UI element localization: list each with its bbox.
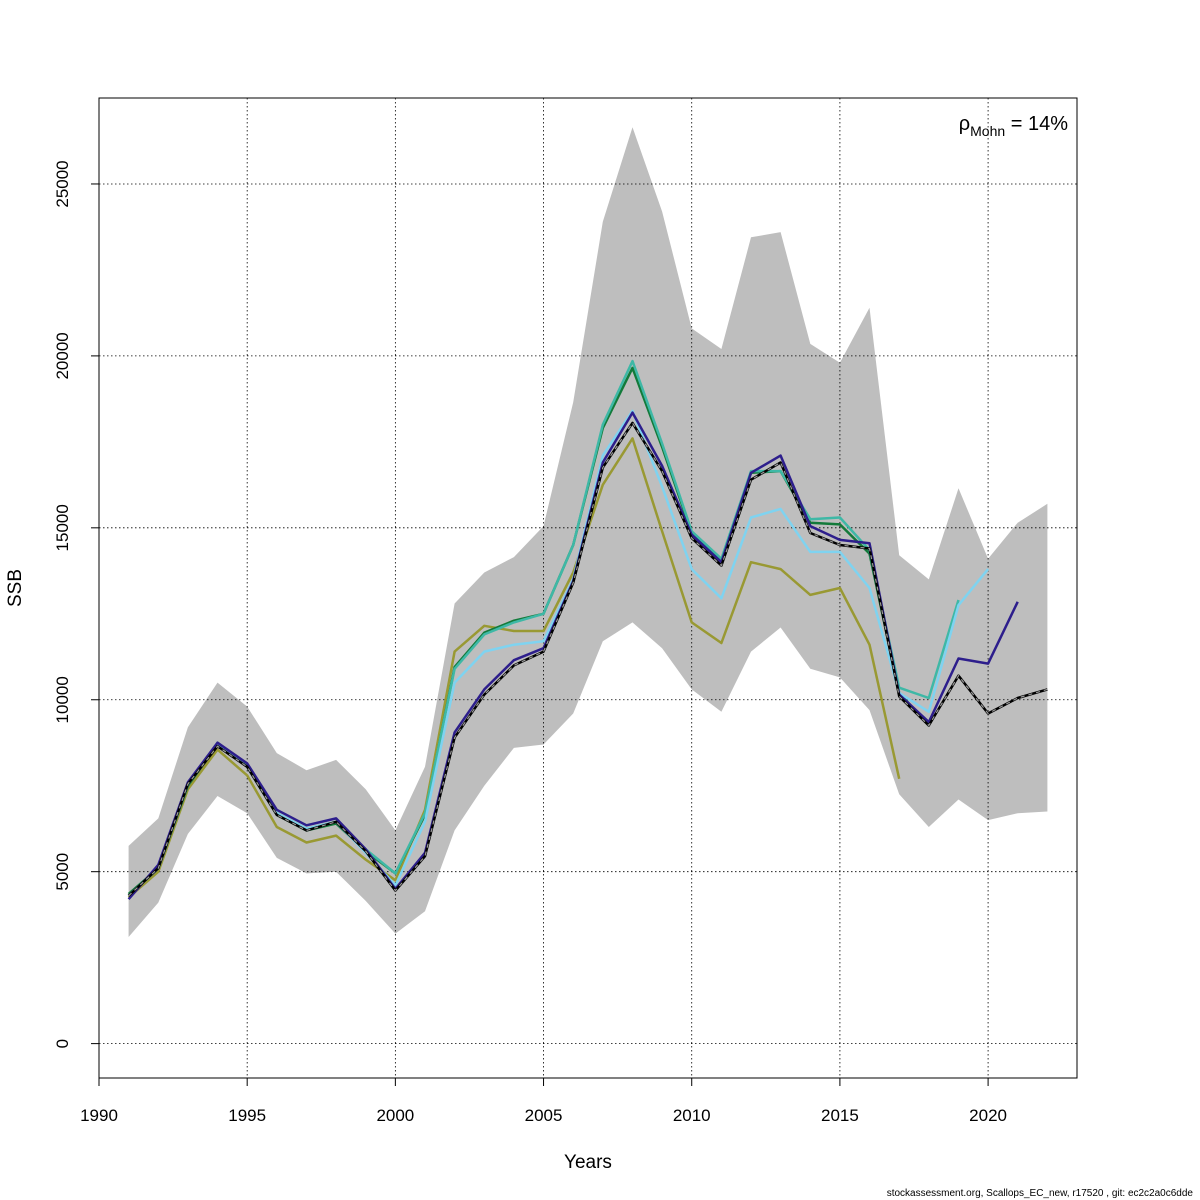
- series-line-final: [127, 421, 1048, 897]
- y-axis-title: SSB: [5, 569, 26, 607]
- mohn-rho-annotation: ρMohn = 14%: [959, 113, 1068, 139]
- x-axis: 1990 1995 2000 2005 2010 2015 2020: [80, 1077, 1007, 1125]
- y-tick-label-25000: 25000: [53, 160, 72, 207]
- x-tick-label-2000: 2000: [376, 1106, 414, 1125]
- footer-credit: stockassessment.org, Scallops_EC_new, r1…: [887, 1188, 1194, 1199]
- x-tick-label-2010: 2010: [673, 1106, 711, 1125]
- y-tick-label-15000: 15000: [53, 504, 72, 551]
- x-tick-label-2015: 2015: [821, 1106, 859, 1125]
- y-axis: 0 5000 10000 15000 20000 25000: [53, 160, 100, 1048]
- x-tick-label-2005: 2005: [525, 1106, 563, 1125]
- rho-subscript: Mohn: [970, 123, 1005, 139]
- y-tick-label-0: 0: [53, 1039, 72, 1048]
- rho-value: = 14%: [1005, 113, 1068, 135]
- y-tick-label-5000: 5000: [53, 853, 72, 891]
- x-tick-label-1995: 1995: [228, 1106, 266, 1125]
- x-axis-title: Years: [564, 1152, 612, 1173]
- y-tick-label-20000: 20000: [53, 332, 72, 379]
- rho-symbol: ρ: [959, 113, 970, 135]
- series-layer: [127, 359, 1048, 901]
- x-tick-label-2020: 2020: [969, 1106, 1007, 1125]
- y-tick-label-10000: 10000: [53, 676, 72, 723]
- x-tick-label-1990: 1990: [80, 1106, 118, 1125]
- series-line-peel-5: [127, 437, 901, 899]
